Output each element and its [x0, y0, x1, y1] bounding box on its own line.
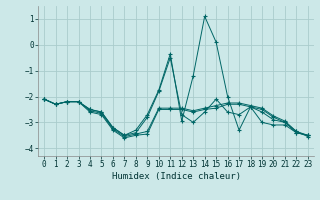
- X-axis label: Humidex (Indice chaleur): Humidex (Indice chaleur): [111, 172, 241, 181]
